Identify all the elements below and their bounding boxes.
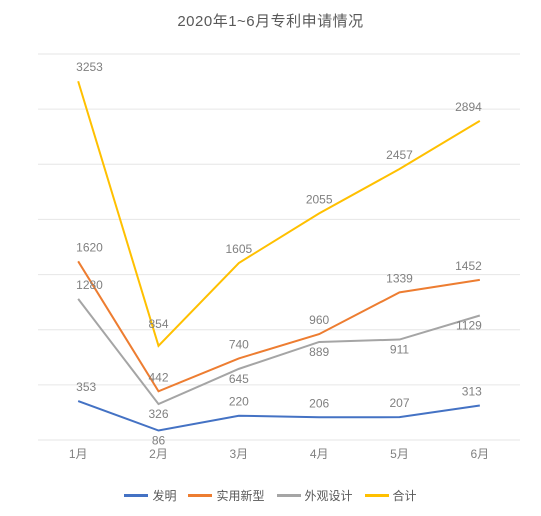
x-axis-label: 6月	[470, 447, 489, 461]
chart-legend: 发明 实用新型 外观设计 合计	[0, 486, 541, 504]
series-line	[78, 81, 480, 346]
data-label: 854	[148, 317, 168, 331]
legend-swatch	[277, 494, 301, 497]
data-label: 220	[229, 395, 249, 409]
x-axis-label: 2月	[149, 447, 168, 461]
data-label: 1129	[456, 318, 482, 332]
data-label: 1620	[76, 240, 103, 254]
data-label: 960	[309, 313, 329, 327]
data-label: 911	[390, 343, 409, 357]
x-axis-label: 1月	[69, 447, 88, 461]
data-label: 740	[229, 337, 249, 351]
legend-item: 合计	[365, 487, 417, 504]
data-label: 313	[462, 384, 482, 398]
data-label: 3253	[76, 60, 103, 74]
data-label: 2055	[306, 192, 333, 206]
data-label: 326	[148, 407, 168, 421]
series-line	[78, 401, 480, 430]
legend-item: 实用新型	[188, 487, 264, 504]
x-axis-label: 5月	[390, 447, 409, 461]
data-label: 442	[148, 370, 168, 384]
x-axis-label: 3月	[229, 447, 248, 461]
legend-label: 发明	[152, 487, 176, 504]
chart-svg: 1月 2月 3月 4月 5月 6月 353 86 220 206 207 313 1620 442 740 9…	[0, 0, 541, 516]
data-label: 207	[389, 396, 409, 410]
legend-swatch	[365, 494, 389, 497]
legend-label: 实用新型	[216, 487, 264, 504]
data-label: 1452	[455, 259, 482, 273]
legend-item: 外观设计	[277, 487, 353, 504]
chart-container: 2020年1~6月专利申请情况 1月 2月 3月 4月 5月 6月 353 86 220 206 2…	[0, 0, 541, 516]
data-label: 645	[229, 372, 249, 386]
series-line	[78, 299, 480, 404]
chart-title: 2020年1~6月专利申请情况	[0, 10, 541, 31]
data-label: 86	[152, 434, 166, 448]
x-axis-label: 4月	[310, 447, 329, 461]
data-label: 1339	[386, 271, 413, 285]
data-label: 1280	[76, 278, 103, 292]
legend-swatch	[124, 494, 148, 497]
legend-label: 合计	[393, 487, 417, 504]
data-label: 353	[76, 380, 96, 394]
data-label: 889	[309, 345, 329, 359]
data-label: 206	[309, 396, 329, 410]
legend-label: 外观设计	[305, 487, 353, 504]
data-label: 2457	[386, 148, 413, 162]
data-label: 1605	[225, 242, 252, 256]
data-label: 2894	[455, 100, 482, 114]
legend-item: 发明	[124, 487, 176, 504]
legend-swatch	[188, 494, 212, 497]
